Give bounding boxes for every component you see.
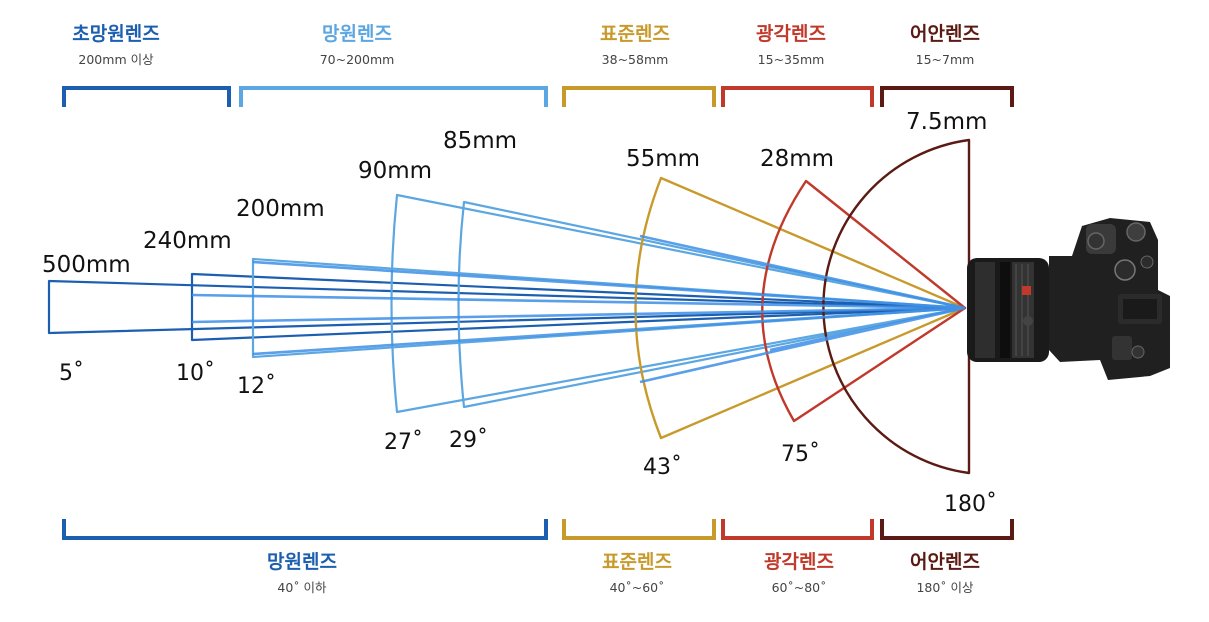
top-category-title: 어안렌즈 bbox=[910, 23, 980, 45]
focal-label-28mm: 28mm bbox=[760, 146, 834, 172]
fov-cone-200mm bbox=[251, 257, 967, 359]
bottom-category-title: 어안렌즈 bbox=[910, 551, 980, 573]
bottom-category-title: 표준렌즈 bbox=[602, 551, 672, 573]
bottom-category-tele: 망원렌즈 40˚ 이하 bbox=[62, 519, 548, 595]
ray-bundle bbox=[191, 234, 966, 384]
bottom-category-bracket bbox=[880, 519, 1014, 540]
angle-label-29: 29˚ bbox=[449, 428, 488, 453]
top-category-fisheye: 어안렌즈 15~7mm bbox=[880, 23, 1014, 107]
top-category-bracket bbox=[562, 86, 716, 107]
top-category-tele: 망원렌즈 70~200mm bbox=[239, 23, 548, 107]
bottom-category-bracket bbox=[62, 519, 548, 540]
fov-cone-90mm bbox=[390, 193, 967, 414]
bottom-category-subtitle: 40˚ 이하 bbox=[277, 580, 327, 595]
top-category-standard: 표준렌즈 38~58mm bbox=[562, 23, 716, 107]
top-category-super-tele: 초망원렌즈 200mm 이상 bbox=[62, 23, 231, 107]
fov-cone-55mm bbox=[634, 176, 967, 440]
top-category-bracket bbox=[721, 86, 874, 107]
top-category-title: 광각렌즈 bbox=[756, 23, 826, 45]
focal-label-240mm: 240mm bbox=[143, 228, 232, 254]
bottom-category-title: 망원렌즈 bbox=[267, 551, 337, 573]
top-category-bracket bbox=[62, 86, 231, 107]
angle-label-10: 10˚ bbox=[176, 361, 215, 386]
fov-cone-28mm bbox=[761, 179, 967, 423]
camera-icon bbox=[967, 218, 1170, 380]
angle-label-180: 180˚ bbox=[944, 492, 997, 517]
fov-cone-500mm bbox=[47, 279, 967, 335]
top-category-subtitle: 15~35mm bbox=[758, 52, 825, 67]
focal-label-500mm: 500mm bbox=[42, 252, 131, 278]
top-category-subtitle: 200mm 이상 bbox=[78, 52, 154, 67]
top-category-title: 초망원렌즈 bbox=[72, 23, 159, 45]
focal-label-200mm: 200mm bbox=[236, 196, 325, 222]
bottom-category-subtitle: 60˚~80˚ bbox=[772, 580, 827, 595]
top-category-subtitle: 70~200mm bbox=[320, 52, 395, 67]
focal-label-55mm: 55mm bbox=[626, 146, 700, 172]
fov-cones bbox=[47, 138, 971, 475]
top-category-subtitle: 15~7mm bbox=[916, 52, 975, 67]
top-category-title: 망원렌즈 bbox=[322, 23, 392, 45]
top-category-bracket bbox=[880, 86, 1014, 107]
fov-cone-85mm bbox=[457, 200, 967, 409]
angle-label-5: 5˚ bbox=[59, 361, 84, 386]
bottom-category-fisheye: 어안렌즈 180˚ 이상 bbox=[880, 519, 1014, 595]
bottom-category-wide: 광각렌즈 60˚~80˚ bbox=[721, 519, 874, 595]
bottom-category-bracket bbox=[721, 519, 874, 540]
angle-label-12: 12˚ bbox=[237, 374, 276, 399]
bottom-category-subtitle: 180˚ 이상 bbox=[916, 580, 974, 595]
bottom-category-bracket bbox=[562, 519, 716, 540]
top-category-wide: 광각렌즈 15~35mm bbox=[721, 23, 874, 107]
focal-label-90mm: 90mm bbox=[358, 158, 432, 184]
focal-label-85mm: 85mm bbox=[443, 128, 517, 154]
top-category-subtitle: 38~58mm bbox=[602, 52, 669, 67]
top-category-title: 표준렌즈 bbox=[600, 23, 670, 45]
bottom-category-subtitle: 40˚~60˚ bbox=[610, 580, 665, 595]
fov-cone-240mm bbox=[190, 272, 967, 342]
top-category-bracket bbox=[239, 86, 548, 107]
bottom-category-title: 광각렌즈 bbox=[764, 551, 834, 573]
bottom-category-standard: 표준렌즈 40˚~60˚ bbox=[562, 519, 716, 595]
angle-label-75: 75˚ bbox=[781, 442, 820, 467]
angle-label-27: 27˚ bbox=[384, 430, 423, 455]
angle-label-43: 43˚ bbox=[643, 455, 682, 480]
fov-cone-7-5mm bbox=[822, 138, 971, 475]
focal-label-7-5mm: 7.5mm bbox=[906, 109, 987, 135]
